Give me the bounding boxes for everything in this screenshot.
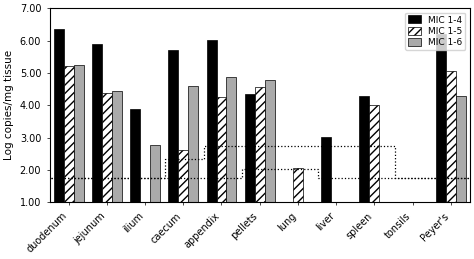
Bar xyxy=(188,86,198,202)
Bar xyxy=(92,44,102,202)
Bar xyxy=(178,150,188,202)
Bar xyxy=(150,145,160,202)
Legend: MIC 1-4, MIC 1-5, MIC 1-6: MIC 1-4, MIC 1-5, MIC 1-6 xyxy=(405,13,465,50)
Bar xyxy=(436,34,446,202)
Bar xyxy=(207,40,217,202)
Bar xyxy=(217,97,227,202)
Bar xyxy=(255,88,264,202)
Bar xyxy=(359,96,369,202)
Bar xyxy=(456,96,465,202)
Bar xyxy=(73,65,83,202)
Bar xyxy=(112,91,122,202)
Y-axis label: Log copies/mg tissue: Log copies/mg tissue xyxy=(4,50,14,160)
Bar xyxy=(130,109,140,202)
Bar xyxy=(64,67,73,202)
Bar xyxy=(245,94,255,202)
Bar xyxy=(54,29,64,202)
Bar xyxy=(321,137,331,202)
Bar xyxy=(369,105,379,202)
Bar xyxy=(293,168,303,202)
Bar xyxy=(168,50,178,202)
Bar xyxy=(227,77,237,202)
Bar xyxy=(446,71,456,202)
Bar xyxy=(264,80,274,202)
Bar xyxy=(102,93,112,202)
